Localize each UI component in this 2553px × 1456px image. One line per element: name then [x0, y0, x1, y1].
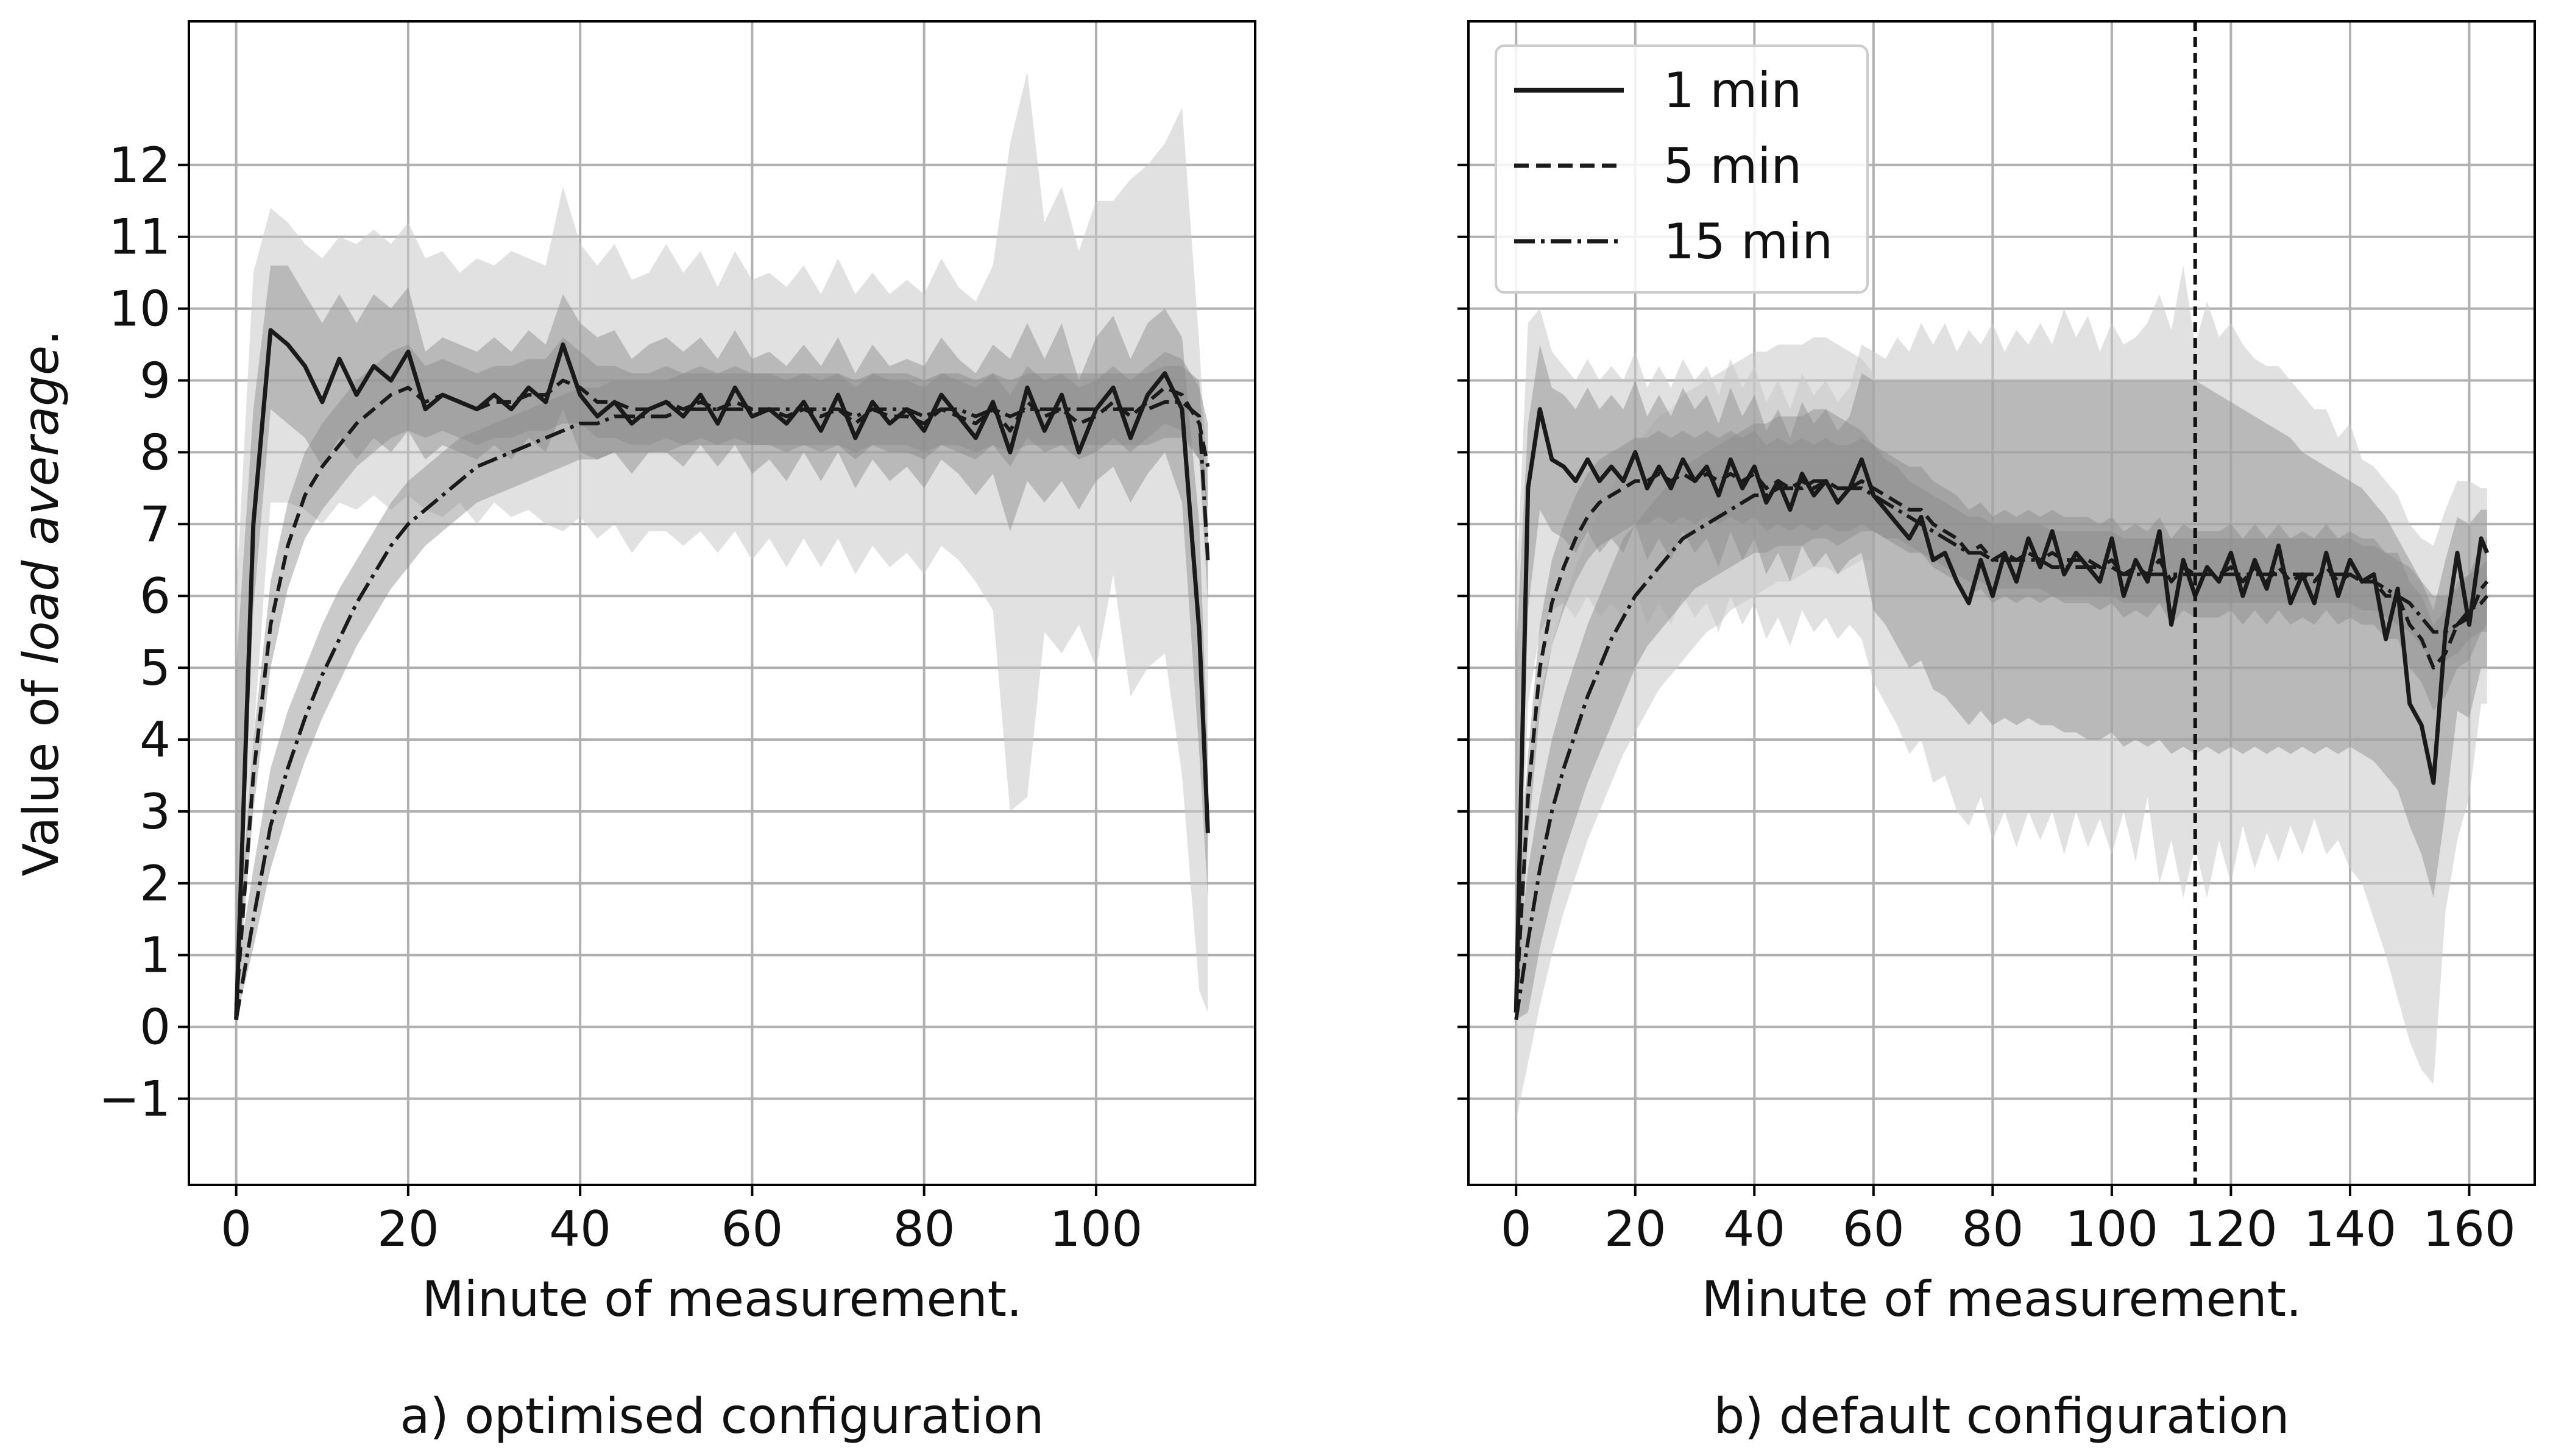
band-inner-5min	[1516, 431, 2487, 1006]
panel-a-xlabel: Minute of measurement.	[422, 1271, 1022, 1327]
series-line-15min	[1514, 479, 2489, 1020]
x-tick-label: 20	[377, 1201, 439, 1257]
x-tick-label: 0	[1501, 1201, 1532, 1257]
x-tick-label: 80	[1961, 1201, 2024, 1257]
x-tick-label: 60	[721, 1201, 783, 1257]
y-tick-label: 11	[108, 209, 171, 266]
band-outer-15min	[1516, 337, 1874, 1120]
series-line-5min	[1514, 472, 2489, 1006]
panel-b-ticks: 0 20 40 60 80 100 120 140 160	[1457, 163, 2516, 1257]
legend-box	[1495, 44, 1869, 294]
x-tick-label: 40	[549, 1201, 611, 1257]
y-tick-label: 7	[140, 496, 171, 553]
band-inner-15min	[1516, 409, 2487, 1020]
series-line-5min	[234, 378, 1210, 1006]
series-line-1min	[1514, 407, 2490, 1013]
y-tick-label: 6	[140, 568, 171, 624]
panel-a-frame	[188, 20, 1256, 1186]
x-tick-label: 160	[2423, 1201, 2516, 1257]
x-tick-label: 0	[221, 1201, 252, 1257]
legend-label-5min: 5 min	[1663, 138, 1802, 194]
panel-a-ylabel: Value of load average.	[13, 330, 69, 877]
x-tick-label: 100	[2066, 1201, 2159, 1257]
legend-label-15min: 15 min	[1663, 213, 1833, 270]
y-tick-label: 12	[108, 137, 171, 194]
band-inner-1min	[236, 265, 1208, 1020]
legend: 1 min 5 min 15 min	[1495, 44, 1869, 294]
panel-a-caption: a) optimised configuration	[400, 1388, 1044, 1444]
y-tick-label: 0	[140, 999, 171, 1056]
y-tick-label: 3	[140, 783, 171, 840]
ylabel-suffix: .	[13, 330, 69, 345]
x-tick-label: 120	[2184, 1201, 2278, 1257]
band-inner-15min	[236, 366, 1208, 1020]
x-tick-label: 80	[893, 1201, 955, 1257]
band-inner-1min	[1516, 344, 2487, 1012]
y-tick-label: 4	[140, 712, 171, 768]
y-tick-label: 2	[140, 855, 171, 912]
panel-b-lines	[1514, 407, 2490, 1020]
y-tick-label: 5	[140, 640, 171, 696]
panel-b-xlabel: Minute of measurement.	[1702, 1271, 2302, 1327]
x-tick-label: 140	[2304, 1201, 2397, 1257]
panel-a-lines	[234, 328, 1210, 1020]
panel-b-caption: b) default configuration	[1714, 1388, 2290, 1444]
y-tick-label: 9	[140, 353, 171, 409]
y-tick-label: −1	[99, 1071, 171, 1128]
panel-b-default: 0 20 40 60 80 100 120 140 160 Minute of measurem…	[1457, 20, 2536, 1444]
y-tick-label: 1	[140, 927, 171, 984]
x-tick-label: 40	[1723, 1201, 1785, 1257]
y-tick-label: 8	[140, 424, 171, 481]
y-tick-label: 10	[108, 281, 171, 337]
legend-label-1min: 1 min	[1663, 62, 1802, 119]
panel-b-bands	[1516, 265, 2487, 1120]
x-tick-label: 60	[1843, 1201, 1905, 1257]
ylabel-prefix: Value of	[13, 665, 69, 877]
panel-b-frame	[1467, 20, 2536, 1186]
series-line-15min	[234, 400, 1210, 1020]
ylabel-italic: load average	[13, 345, 69, 665]
x-tick-label: 100	[1050, 1201, 1143, 1257]
x-tick-label: 20	[1604, 1201, 1666, 1257]
band-outer-1min	[236, 71, 1208, 1020]
